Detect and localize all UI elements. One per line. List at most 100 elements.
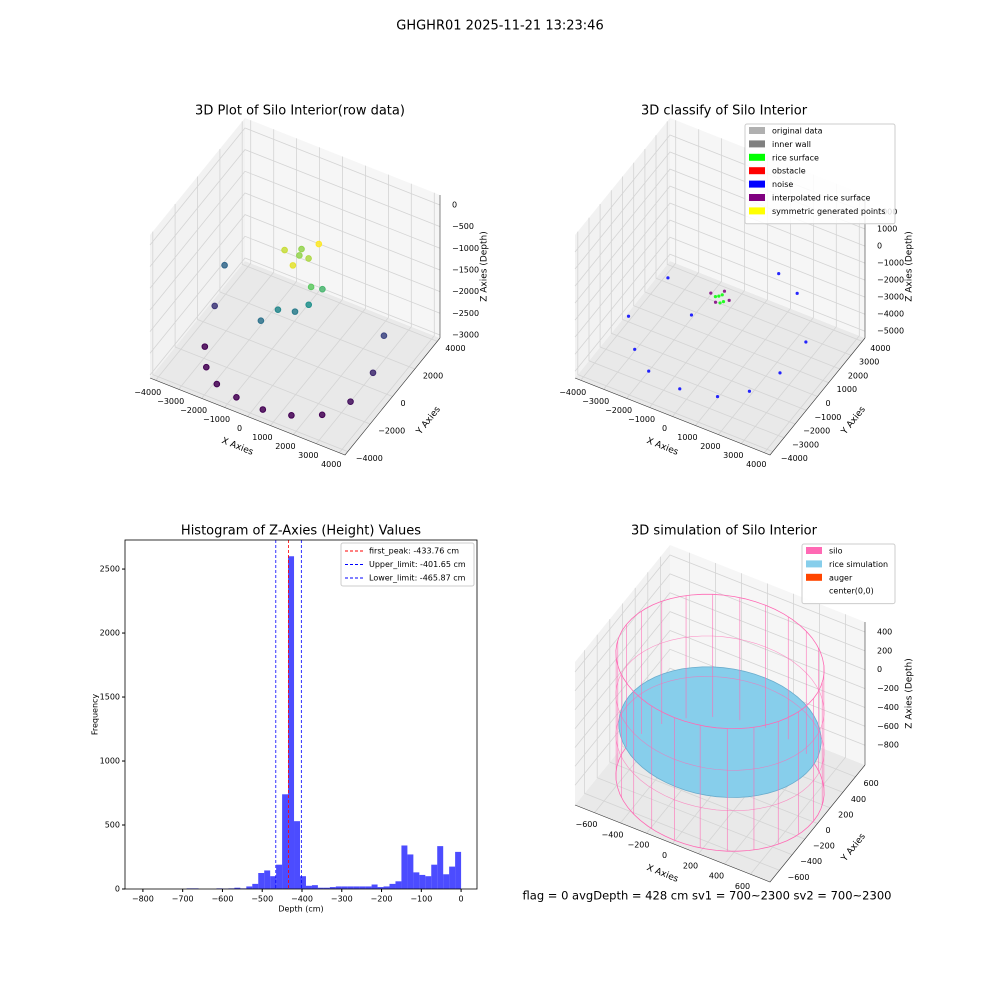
bar bbox=[312, 885, 318, 889]
legend-label: obstacle bbox=[772, 167, 806, 176]
data-point bbox=[282, 247, 288, 253]
z-tick-label: 400 bbox=[877, 627, 892, 636]
legend-swatch bbox=[806, 587, 822, 594]
data-point bbox=[308, 284, 314, 290]
z-tick-label: 1000 bbox=[877, 225, 897, 234]
data-point bbox=[721, 293, 724, 296]
x-tick-label: 0 bbox=[662, 424, 667, 433]
y-tick-label: 2500 bbox=[100, 565, 120, 574]
y-tick-label: 0 bbox=[826, 826, 831, 835]
bar bbox=[443, 874, 449, 889]
legend-swatch bbox=[749, 181, 765, 188]
data-point bbox=[222, 262, 228, 268]
bar bbox=[264, 870, 270, 889]
legend-swatch bbox=[806, 560, 822, 567]
data-point bbox=[203, 364, 209, 370]
data-point bbox=[718, 301, 721, 304]
x-tick-label: −400 bbox=[291, 895, 313, 904]
data-point bbox=[258, 318, 264, 324]
legend-label: silo bbox=[829, 547, 843, 556]
z-tick-label: −500 bbox=[452, 222, 474, 231]
data-point bbox=[778, 371, 781, 374]
data-point bbox=[633, 348, 636, 351]
z-tick-label: −2500 bbox=[452, 309, 479, 318]
data-point bbox=[290, 263, 296, 269]
data-point bbox=[348, 399, 354, 405]
z-tick-label: 0 bbox=[877, 242, 882, 251]
y-tick-label: 400 bbox=[851, 795, 866, 804]
y-tick-label: −2000 bbox=[378, 427, 405, 436]
y-tick-label: 1500 bbox=[100, 693, 120, 702]
data-point bbox=[370, 370, 376, 376]
legend-swatch bbox=[806, 574, 822, 581]
x-tick-label: −2000 bbox=[605, 406, 632, 415]
legend-swatch bbox=[749, 194, 765, 201]
bar bbox=[455, 852, 461, 889]
x-tick-label: −300 bbox=[331, 895, 353, 904]
data-point bbox=[299, 246, 305, 252]
x-tick-label: −1000 bbox=[628, 415, 655, 424]
legend-label: symmetric generated points bbox=[772, 207, 885, 216]
bar bbox=[282, 794, 288, 889]
data-point bbox=[722, 300, 725, 303]
data-point bbox=[316, 241, 322, 247]
x-tick-label: 1000 bbox=[677, 433, 697, 442]
data-point bbox=[748, 390, 751, 393]
x-tick-label: −1000 bbox=[203, 415, 230, 424]
data-point bbox=[716, 395, 719, 398]
y-tick-label: 500 bbox=[105, 821, 120, 830]
panel-title: 3D classify of Silo Interior bbox=[641, 104, 808, 119]
bar bbox=[276, 865, 282, 889]
z-axis-label: Z Axies (Depth) bbox=[905, 658, 915, 729]
data-point bbox=[297, 253, 303, 259]
y-axis-label: Frequency bbox=[91, 694, 100, 736]
legend-swatch bbox=[749, 127, 765, 134]
x-tick-label: 400 bbox=[709, 872, 724, 881]
data-point bbox=[627, 315, 630, 318]
x-tick-label: 0 bbox=[662, 851, 667, 860]
x-tick-label: −3000 bbox=[157, 397, 184, 406]
legend-label: Lower_limit: -465.87 cm bbox=[369, 574, 466, 583]
legend-label: rice surface bbox=[772, 153, 819, 162]
data-point bbox=[666, 276, 669, 279]
x-tick-label: 4000 bbox=[321, 460, 341, 469]
z-tick-label: −5000 bbox=[877, 327, 904, 336]
data-point bbox=[306, 302, 312, 308]
bar bbox=[270, 876, 276, 889]
bar bbox=[372, 885, 378, 889]
y-tick-label: 600 bbox=[864, 779, 879, 788]
legend-swatch bbox=[806, 547, 822, 554]
x-tick-label: −600 bbox=[576, 820, 598, 829]
bar bbox=[437, 846, 443, 889]
bar bbox=[288, 556, 294, 889]
bar bbox=[252, 884, 258, 889]
y-tick-label: 4000 bbox=[445, 344, 465, 353]
legend-label: inner wall bbox=[772, 140, 811, 149]
x-tick-label: −200 bbox=[371, 895, 393, 904]
legend-label: rice simulation bbox=[829, 560, 888, 569]
y-tick-label: 2000 bbox=[848, 371, 868, 380]
legend-label: first_peak: -433.76 cm bbox=[369, 547, 459, 556]
z-tick-label: −800 bbox=[877, 741, 899, 750]
data-point bbox=[678, 387, 681, 390]
y-tick-label: −4000 bbox=[781, 454, 808, 463]
bar bbox=[413, 872, 419, 889]
data-point bbox=[714, 295, 717, 298]
y-tick-label: −200 bbox=[813, 842, 835, 851]
x-tick-label: 1000 bbox=[252, 433, 272, 442]
x-tick-label: −400 bbox=[602, 830, 624, 839]
legend-swatch bbox=[749, 140, 765, 147]
figure-title: GHGHR01 2025-11-21 13:23:46 bbox=[396, 19, 603, 34]
y-tick-label: 0 bbox=[115, 885, 120, 894]
data-point bbox=[202, 344, 208, 350]
bar bbox=[431, 865, 437, 889]
y-tick-label: −3000 bbox=[792, 440, 819, 449]
data-point bbox=[214, 381, 220, 387]
x-tick-label: −4000 bbox=[134, 388, 161, 397]
x-tick-label: 2000 bbox=[700, 442, 720, 451]
z-tick-label: −1500 bbox=[452, 265, 479, 274]
legend-label: interpolated rice surface bbox=[772, 194, 870, 203]
y-tick-label: −4000 bbox=[356, 454, 383, 463]
legend-swatch bbox=[749, 207, 765, 214]
